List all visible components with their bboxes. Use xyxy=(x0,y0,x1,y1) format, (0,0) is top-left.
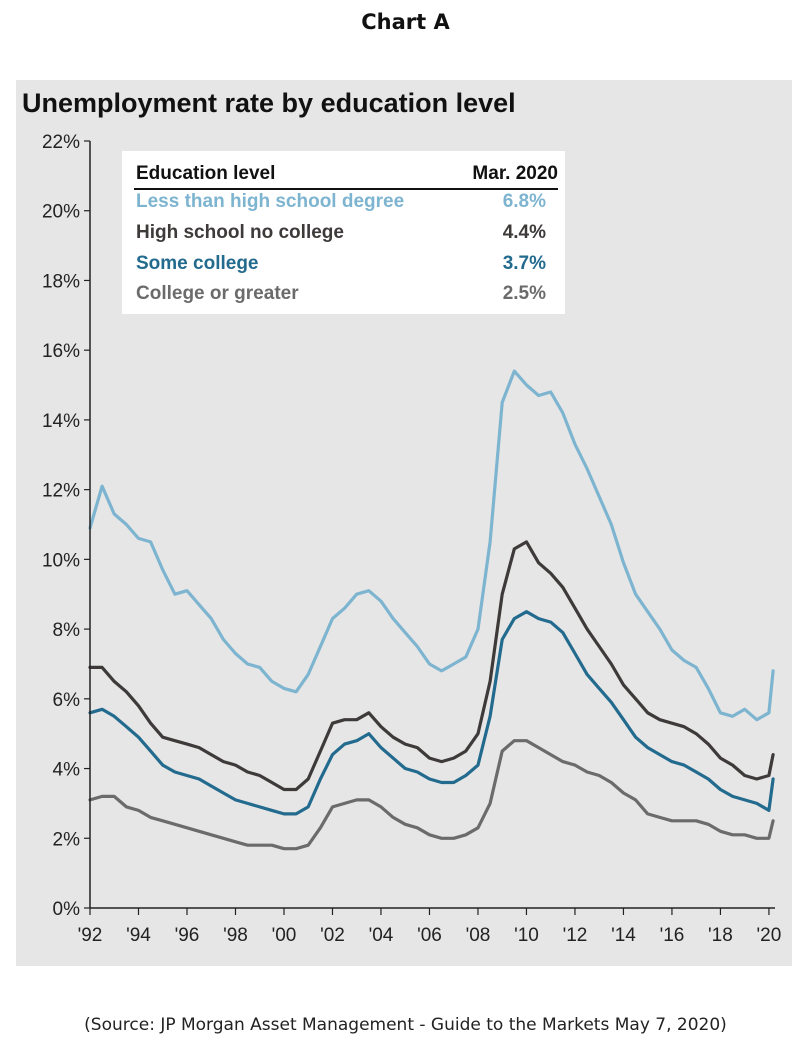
y-tick-label: 22% xyxy=(42,132,80,153)
x-tick-label: '00 xyxy=(272,925,297,946)
x-tick-label: '20 xyxy=(757,925,782,946)
x-tick-label: '02 xyxy=(320,925,345,946)
legend-entry-college-or-greater: College or greater 2.5% xyxy=(134,283,546,311)
x-tick-label: '96 xyxy=(175,925,200,946)
x-tick-label: '08 xyxy=(466,925,491,946)
series-line-some-college xyxy=(88,610,775,816)
legend-header: Education level Mar. 2020 xyxy=(134,161,558,190)
x-tick-label: '18 xyxy=(708,925,733,946)
x-tick-label: '06 xyxy=(417,925,442,946)
legend-entry-high-school: High school no college 4.4% xyxy=(134,222,546,250)
y-tick-label: 8% xyxy=(53,620,81,641)
y-tick-label: 14% xyxy=(42,411,80,432)
legend-box: Education level Mar. 2020 Less than high… xyxy=(122,151,565,314)
y-tick-label: 18% xyxy=(42,271,80,292)
y-tick-label: 0% xyxy=(53,899,81,920)
legend-entry-label: Less than high school degree xyxy=(136,191,405,212)
x-tick-label: '94 xyxy=(126,925,151,946)
series-line-high-school-no-college xyxy=(88,540,775,792)
source-note: (Source: JP Morgan Asset Management - Gu… xyxy=(84,1015,727,1035)
y-tick-label: 10% xyxy=(42,550,80,571)
legend-entry-value: 2.5% xyxy=(502,283,546,304)
chart-title: Unemployment rate by education level xyxy=(22,88,516,118)
x-tick-label: '92 xyxy=(78,925,103,946)
page-heading: Chart A xyxy=(361,10,450,34)
y-tick-label: 16% xyxy=(42,341,80,362)
y-tick-label: 6% xyxy=(53,690,81,711)
legend-entry-label: College or greater xyxy=(136,283,299,304)
legend-header-label: Education level xyxy=(136,163,276,184)
y-tick-label: 12% xyxy=(42,481,80,502)
y-tick-label: 4% xyxy=(53,760,81,781)
legend-header-value: Mar. 2020 xyxy=(472,163,558,184)
series-line-college-or-greater xyxy=(88,739,775,851)
x-tick-label: '10 xyxy=(514,925,539,946)
x-tick-label: '04 xyxy=(369,925,394,946)
series-line-less-than-high-school-degree xyxy=(88,369,775,722)
axis-layer: 0% 2% 4% 6% 8% 10% 12% 14% 16% 18% 20% 22% '92 '94 '96… xyxy=(42,132,781,946)
legend-entry-less-than-high-school: Less than high school degree 6.8% xyxy=(134,191,546,219)
y-tick-label: 2% xyxy=(53,829,81,850)
y-tick-label: 20% xyxy=(42,202,80,223)
x-tick-label: '16 xyxy=(660,925,685,946)
legend-entry-value: 3.7% xyxy=(502,253,546,274)
x-tick-label: '98 xyxy=(223,925,248,946)
x-tick-label: '14 xyxy=(611,925,636,946)
legend-entry-value: 6.8% xyxy=(502,191,546,212)
legend-entry-value: 4.4% xyxy=(502,222,546,243)
legend-entry-label: High school no college xyxy=(136,222,344,243)
legend-entry-some-college: Some college 3.7% xyxy=(134,253,546,281)
series-layer xyxy=(88,369,775,851)
legend-entry-label: Some college xyxy=(136,253,259,274)
x-tick-label: '12 xyxy=(563,925,588,946)
